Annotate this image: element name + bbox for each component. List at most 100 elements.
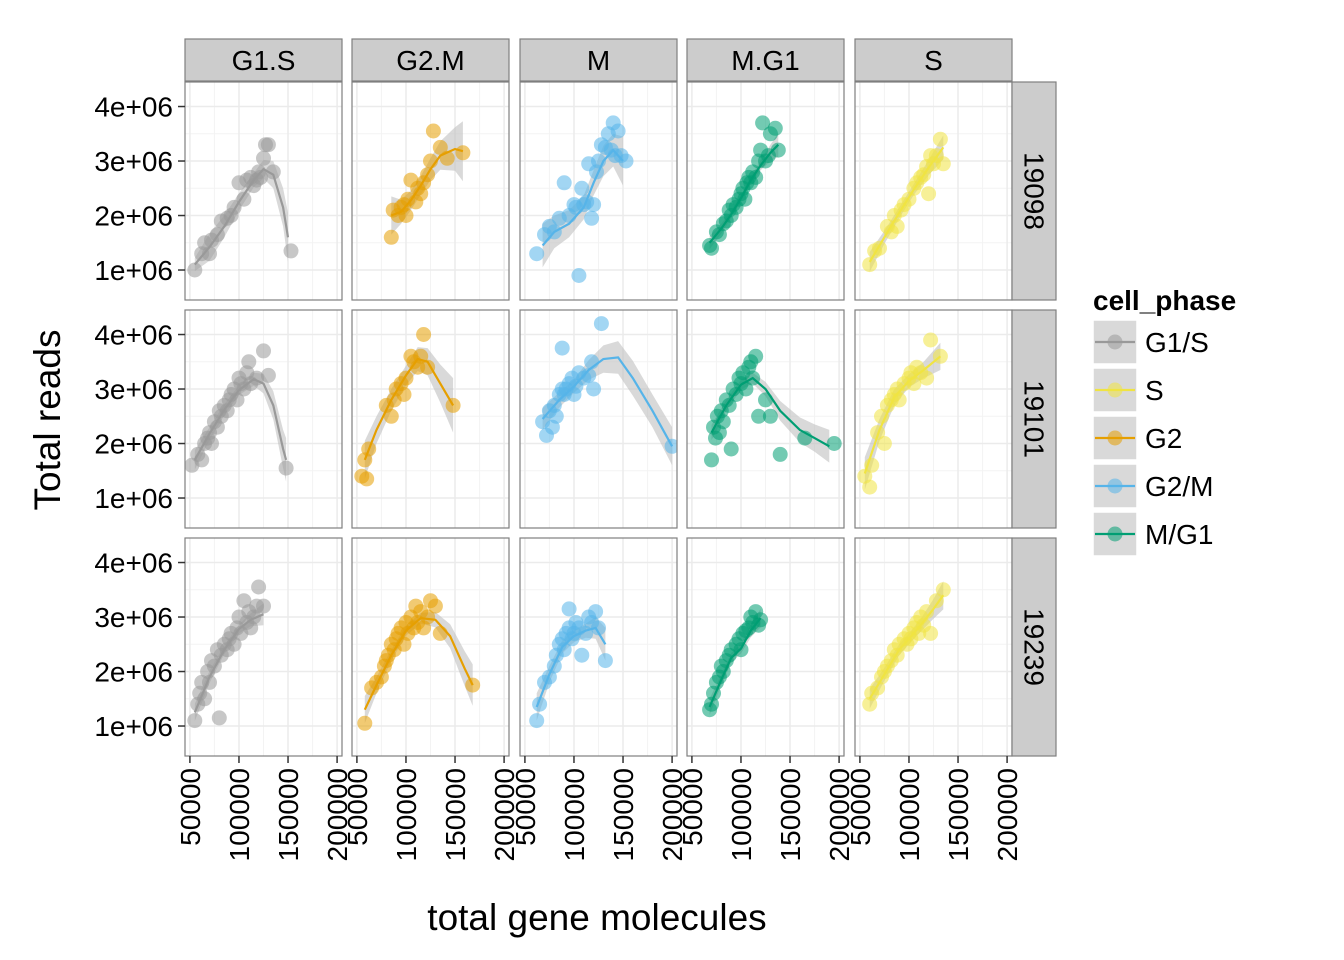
data-point: [767, 120, 783, 136]
data-point: [260, 367, 276, 383]
panel-border: [519, 81, 678, 301]
strip-background: [351, 38, 510, 82]
smooth-line: [708, 617, 762, 708]
y-tick-label: 3e+06: [94, 374, 173, 405]
panel-border: [184, 537, 343, 757]
y-tick-label: 3e+06: [94, 146, 173, 177]
data-point: [584, 210, 600, 226]
panel-border: [184, 309, 343, 529]
data-point: [554, 340, 570, 356]
smooth-line: [541, 148, 624, 247]
column-strip-G2.M: G2.M: [351, 38, 510, 82]
y-tick-label: 2e+06: [94, 657, 173, 688]
x-tick-label: 150000: [440, 768, 471, 861]
column-strip-label: S: [924, 45, 943, 76]
data-point: [618, 153, 634, 169]
data-point: [398, 208, 414, 223]
data-point: [256, 150, 271, 166]
column-strip-M: M: [519, 38, 678, 82]
smooth-line: [363, 357, 455, 461]
data-point: [921, 186, 937, 202]
x-tick-label: 100000: [726, 768, 757, 861]
data-point: [211, 710, 227, 726]
data-point: [556, 642, 572, 658]
y-tick-label: 1e+06: [94, 483, 173, 514]
panel-data-M-19239: [519, 537, 678, 757]
data-point: [762, 408, 778, 424]
x-tick-label: 200000: [322, 768, 353, 861]
data-point: [194, 452, 210, 468]
panel-M-19239: [520, 538, 677, 756]
data-point: [260, 137, 276, 153]
data-point: [396, 387, 412, 402]
panel-S-19239: [855, 538, 1012, 756]
panel-data-M-19101: [519, 309, 678, 529]
x-tick-label: 100000: [224, 768, 255, 861]
panel-border: [519, 537, 678, 757]
x-tick-label: 100000: [391, 768, 422, 861]
data-point: [935, 582, 951, 598]
data-point: [664, 438, 677, 454]
data-point: [574, 647, 590, 663]
row-strip-19101: 19101: [1011, 309, 1057, 529]
panel-border: [519, 309, 678, 529]
strip-background: [519, 38, 678, 82]
legend-label: S: [1145, 375, 1164, 406]
data-point: [581, 367, 597, 383]
confidence-band: [364, 347, 454, 479]
data-point: [748, 169, 764, 185]
data-point: [737, 191, 753, 207]
panel-data-M.G1-19101: [686, 309, 845, 529]
y-tick-label: 4e+06: [94, 92, 173, 123]
data-point: [748, 348, 764, 364]
legend-entry: S: [1092, 367, 1164, 413]
data-point: [597, 653, 613, 669]
legend-key-point: [1107, 334, 1123, 350]
data-point: [253, 169, 269, 185]
y-tick-label: 4e+06: [94, 320, 173, 351]
panel-data-M.G1-19098: [686, 81, 845, 301]
legend: cell_phase G1/S S G2 G2/M M/G1: [1092, 285, 1236, 557]
data-point: [826, 436, 842, 451]
y-tick-label: 2e+06: [94, 201, 173, 232]
smooth-line: [868, 146, 945, 263]
panel-data-G2.M-19239: [351, 537, 510, 757]
strip-background: [686, 38, 845, 82]
panel-border: [686, 537, 845, 757]
x-tick-label: 150000: [943, 768, 974, 861]
data-point: [704, 240, 719, 256]
panel-border: [351, 309, 510, 529]
legend-label: M/G1: [1145, 519, 1213, 550]
data-point: [265, 164, 281, 180]
data-point: [432, 625, 448, 641]
panel-data-M-19098: [519, 81, 678, 301]
panel-M-19098: [520, 82, 677, 300]
x-tick-label: 50000: [677, 768, 708, 846]
data-point: [187, 713, 203, 729]
y-tick-label: 2e+06: [94, 429, 173, 460]
column-strip-label: G2.M: [396, 45, 464, 76]
column-strip-label: M.G1: [731, 45, 799, 76]
legend-label: G2: [1145, 423, 1182, 454]
column-strip-label: M: [587, 45, 610, 76]
legend-entry: G2/M: [1092, 463, 1213, 509]
data-point: [432, 139, 448, 155]
panel-data-G2.M-19101: [351, 309, 510, 529]
data-point: [357, 715, 373, 731]
y-axis-title: Total reads: [27, 330, 68, 511]
x-tick-label: 150000: [273, 768, 304, 861]
strip-background: [1011, 81, 1057, 301]
data-point: [755, 115, 771, 131]
x-tick-label: 200000: [489, 768, 520, 861]
y-tick-label: 4e+06: [94, 548, 173, 579]
column-strip-S: S: [854, 38, 1013, 82]
x-tick-label: 50000: [175, 768, 206, 846]
confidence-band: [864, 342, 941, 490]
data-point: [561, 601, 577, 617]
legend-entry: G2: [1092, 415, 1182, 461]
smooth-line: [541, 356, 674, 447]
data-point: [383, 408, 399, 424]
smooth-line: [535, 626, 607, 708]
data-point: [359, 471, 375, 487]
